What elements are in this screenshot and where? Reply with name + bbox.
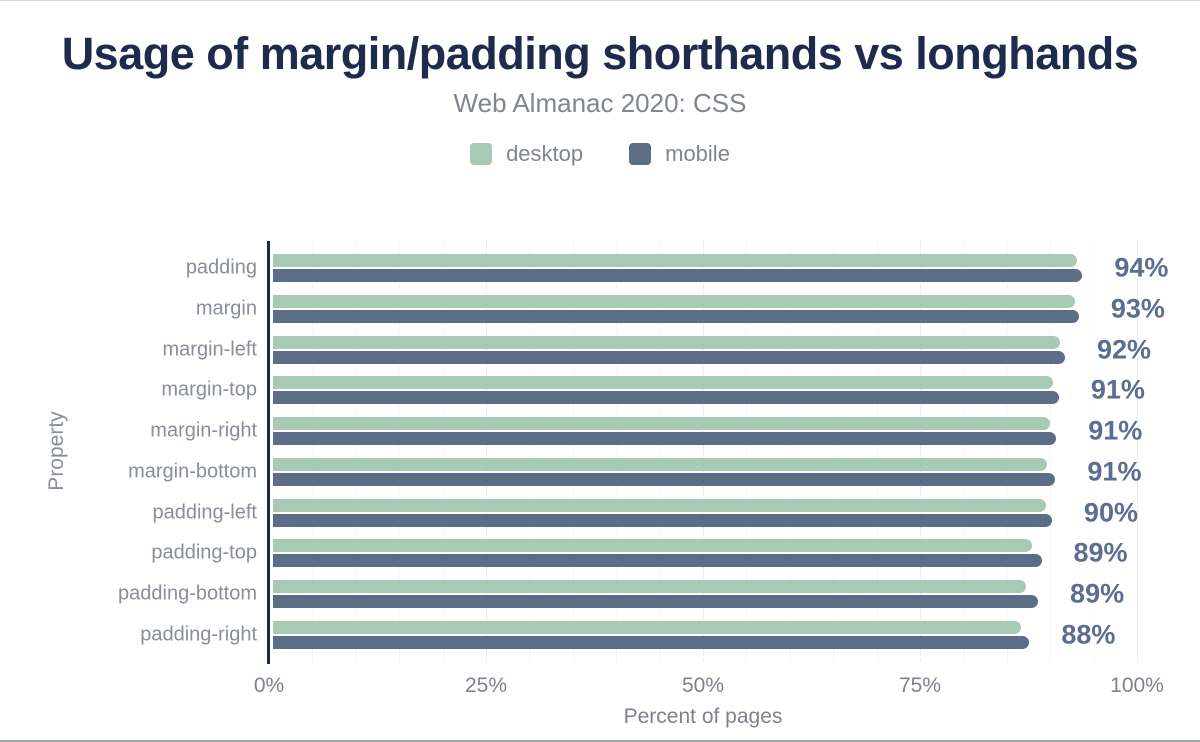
bar-desktop bbox=[273, 254, 1078, 268]
gridline bbox=[1050, 241, 1052, 662]
gridline bbox=[616, 241, 618, 662]
value-label: 89% bbox=[1073, 537, 1128, 568]
bar-mobile bbox=[273, 432, 1057, 446]
y-axis-title: Property bbox=[45, 411, 68, 491]
category-label: padding bbox=[185, 256, 257, 279]
gridline bbox=[963, 241, 965, 662]
value-label: 91% bbox=[1088, 415, 1143, 446]
bar-mobile bbox=[273, 554, 1042, 568]
bar-desktop bbox=[273, 620, 1021, 634]
gridline bbox=[399, 241, 401, 662]
legend-item-desktop: desktop bbox=[470, 141, 583, 167]
mobile-swatch-icon bbox=[629, 143, 652, 165]
plot-area: padding 94% margin 93% margin-left 92% margin-… bbox=[118, 241, 1169, 664]
x-ticks: 0% 25% 50% 75% 100% bbox=[254, 674, 1164, 700]
value-label: 92% bbox=[1096, 334, 1151, 365]
gridline bbox=[572, 241, 574, 662]
bar-mobile bbox=[273, 350, 1065, 364]
chart-row: padding 94% bbox=[186, 248, 1169, 289]
bar-mobile bbox=[273, 594, 1039, 608]
value-label: 91% bbox=[1087, 456, 1142, 487]
gridline bbox=[529, 241, 531, 662]
bar-mobile bbox=[273, 269, 1083, 283]
value-label: 91% bbox=[1090, 374, 1145, 405]
chart-subtitle: Web Almanac 2020: CSS bbox=[453, 88, 747, 118]
category-label: margin-right bbox=[150, 419, 257, 442]
bar-desktop bbox=[273, 417, 1051, 431]
chart-title: Usage of margin/padding shorthands vs lo… bbox=[61, 28, 1139, 79]
gridline bbox=[312, 241, 314, 662]
gridline bbox=[442, 241, 444, 662]
chart-row: margin 93% bbox=[196, 289, 1165, 330]
category-label: padding-left bbox=[152, 501, 257, 524]
gridline bbox=[789, 241, 791, 662]
x-tick-label: 0% bbox=[253, 674, 285, 697]
gridline bbox=[920, 241, 921, 662]
bar-desktop bbox=[273, 376, 1053, 390]
bar-desktop bbox=[273, 498, 1046, 512]
bar-desktop bbox=[273, 295, 1075, 309]
category-label: margin bbox=[195, 297, 257, 320]
x-tick-label: 50% bbox=[681, 674, 725, 697]
gridlines bbox=[269, 241, 1138, 662]
bar-desktop bbox=[273, 539, 1032, 553]
category-label: padding-right bbox=[140, 623, 257, 646]
chart-row: margin-top 91% bbox=[161, 370, 1145, 411]
category-label: padding-top bbox=[151, 541, 257, 564]
chart-row: margin-bottom 91% bbox=[128, 452, 1141, 493]
x-tick-label: 25% bbox=[464, 674, 508, 697]
value-label: 93% bbox=[1110, 293, 1165, 324]
gridline bbox=[1093, 241, 1095, 662]
chart-row: margin-right 91% bbox=[150, 411, 1142, 452]
chart-row: margin-left 92% bbox=[163, 329, 1151, 370]
value-label: 88% bbox=[1061, 619, 1116, 650]
value-label: 94% bbox=[1114, 252, 1169, 283]
legend-label-desktop: desktop bbox=[506, 141, 584, 166]
bar-mobile bbox=[273, 472, 1056, 486]
x-tick-label: 100% bbox=[1110, 674, 1164, 697]
x-tick-label: 75% bbox=[898, 674, 942, 697]
gridline bbox=[876, 241, 878, 662]
gridline bbox=[1137, 241, 1138, 662]
gridline bbox=[355, 241, 357, 662]
value-label: 89% bbox=[1070, 578, 1125, 609]
x-axis-title: Percent of pages bbox=[623, 705, 783, 728]
bar-mobile bbox=[273, 635, 1030, 649]
gridline bbox=[486, 241, 487, 662]
bar-mobile bbox=[273, 513, 1052, 527]
legend: desktop mobile bbox=[0, 141, 1200, 167]
chart-row: padding-left 90% bbox=[152, 492, 1138, 533]
bar-mobile bbox=[273, 391, 1059, 405]
value-label: 90% bbox=[1083, 497, 1138, 528]
legend-item-mobile: mobile bbox=[629, 141, 730, 167]
chart-row: padding-right 88% bbox=[140, 614, 1137, 655]
category-label: padding-bottom bbox=[118, 582, 257, 605]
bar-mobile bbox=[273, 310, 1079, 324]
bar-desktop bbox=[273, 335, 1060, 349]
y-axis-line bbox=[267, 241, 270, 664]
gridline bbox=[1006, 241, 1008, 662]
category-label: margin-left bbox=[162, 338, 257, 361]
gridline bbox=[659, 241, 661, 662]
chart-row: padding-top 89% bbox=[151, 533, 1137, 574]
gridline bbox=[746, 241, 748, 662]
gridline bbox=[833, 241, 835, 662]
bar-desktop bbox=[273, 579, 1026, 593]
chart-row: padding-bottom 89% bbox=[118, 574, 1137, 615]
plot-rows: padding 94% margin 93% margin-left 92% margin-… bbox=[118, 241, 1169, 662]
bar-desktop bbox=[273, 457, 1047, 471]
category-label: margin-top bbox=[161, 378, 257, 401]
legend-label-mobile: mobile bbox=[665, 141, 730, 166]
gridline bbox=[703, 241, 704, 662]
category-label: margin-bottom bbox=[128, 460, 257, 483]
desktop-swatch-icon bbox=[470, 143, 493, 165]
